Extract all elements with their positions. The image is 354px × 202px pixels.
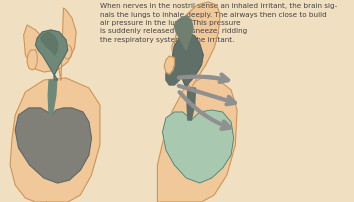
Polygon shape [27,50,37,70]
Ellipse shape [63,45,72,59]
Polygon shape [175,2,220,88]
Polygon shape [158,78,237,202]
Ellipse shape [172,41,180,55]
Text: When nerves in the nostril sense an inhaled irritant, the brain sig-
nals the lu: When nerves in the nostril sense an inha… [100,3,337,43]
Polygon shape [166,65,181,85]
Polygon shape [162,110,234,183]
Polygon shape [173,32,203,88]
Polygon shape [187,88,195,120]
Polygon shape [175,16,193,50]
Polygon shape [35,30,68,80]
Polygon shape [24,8,76,80]
Polygon shape [164,56,175,74]
Polygon shape [15,108,91,183]
Polygon shape [41,32,58,55]
Polygon shape [10,78,100,202]
Polygon shape [48,80,57,115]
